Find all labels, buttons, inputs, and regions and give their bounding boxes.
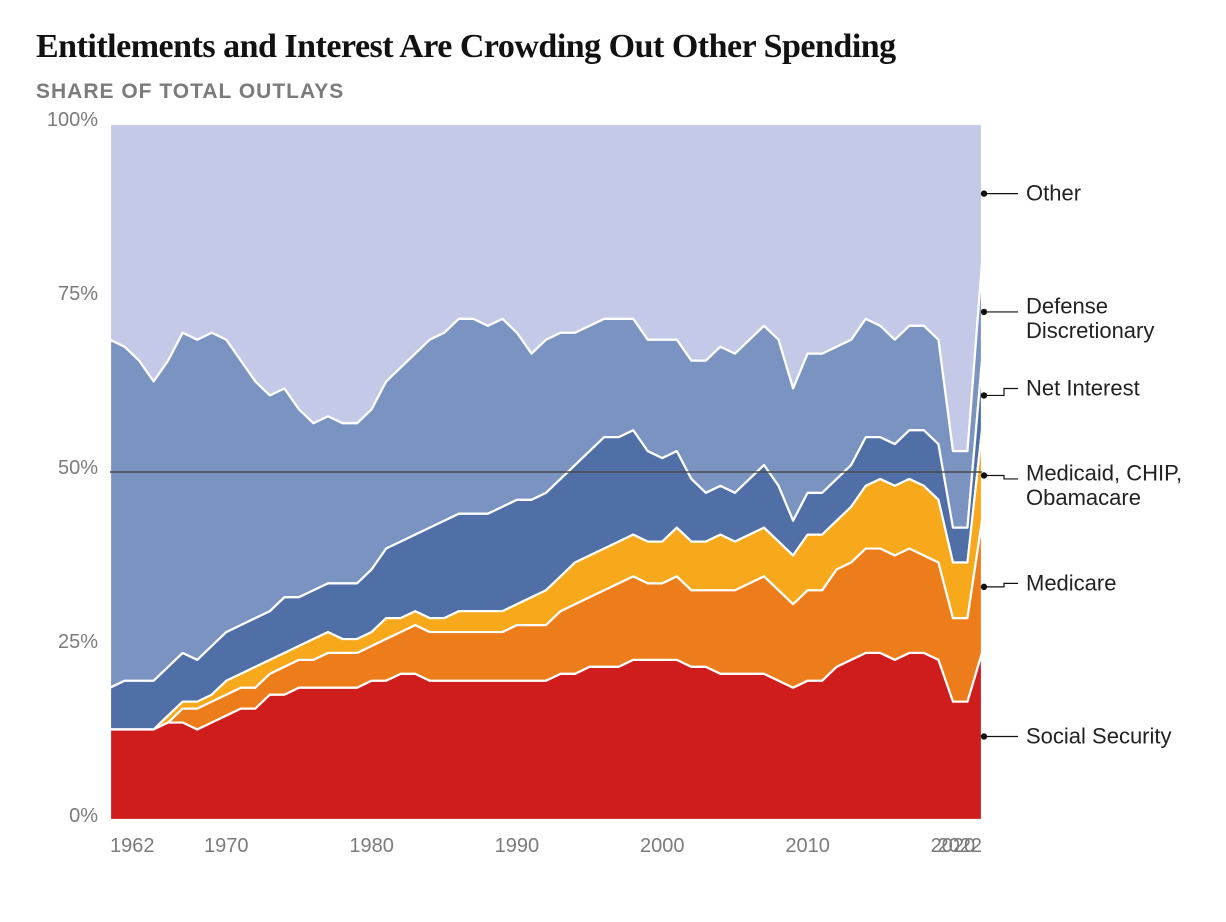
- chart-subtitle: SHARE OF TOTAL OUTLAYS: [36, 80, 1202, 104]
- xtick-label: 1962: [110, 835, 155, 857]
- legend-leader: [984, 475, 1018, 478]
- ytick-label: 75%: [58, 283, 98, 305]
- legend-label-medicare: Medicare: [1026, 570, 1116, 595]
- xtick-label: 2022: [938, 835, 983, 857]
- xtick-label: 2010: [785, 835, 830, 857]
- legend-label-medicaid_chip_obamacare: Medicaid, CHIP,: [1026, 460, 1182, 485]
- chart-svg: 0% 25% 50% 75% 100% 1962 1970 1980 1990 2000 2010 2…: [36, 112, 1202, 872]
- legend-label-defense_discretionary: Defense: [1026, 293, 1108, 318]
- legend-label-social_security: Social Security: [1026, 723, 1172, 748]
- legend-leader: [984, 583, 1018, 586]
- legend-label-defense_discretionary: Discretionary: [1026, 318, 1154, 343]
- ytick-label: 50%: [58, 457, 98, 479]
- xtick-label: 1970: [204, 835, 249, 857]
- xtick-label: 1990: [495, 835, 540, 857]
- legend-label-medicaid_chip_obamacare: Obamacare: [1026, 485, 1141, 510]
- stacked-area-chart: 0% 25% 50% 75% 100% 1962 1970 1980 1990 2000 2010 2…: [36, 112, 1202, 872]
- chart-title: Entitlements and Interest Are Crowding O…: [36, 28, 1202, 66]
- legend-leader: [984, 388, 1018, 395]
- ytick-label: 100%: [47, 112, 98, 131]
- xtick-label: 1980: [349, 835, 394, 857]
- legend-label-other: Other: [1026, 181, 1081, 206]
- ytick-label: 25%: [58, 631, 98, 653]
- legend-label-net_interest: Net Interest: [1026, 375, 1140, 400]
- ytick-label: 0%: [69, 805, 98, 827]
- xtick-label: 2000: [640, 835, 685, 857]
